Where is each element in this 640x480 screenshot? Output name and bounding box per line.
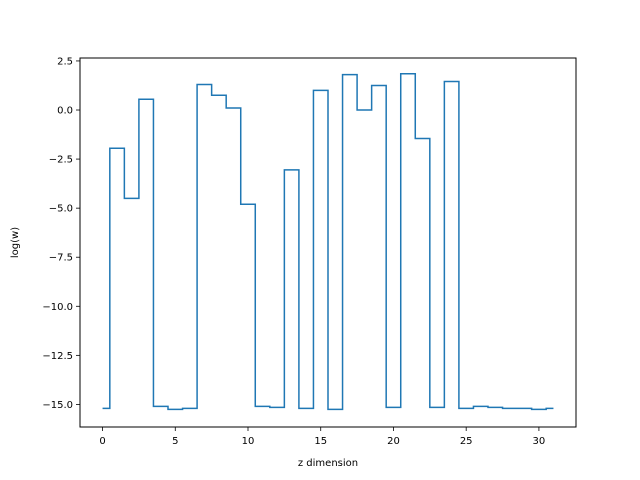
y-tick-label: 2.5 [57,56,73,67]
y-tick-label: −15.0 [42,400,73,411]
x-tick-label: 20 [387,436,400,447]
y-tick-label: −7.5 [49,253,73,264]
x-tick-label: 25 [460,436,473,447]
y-axis: 2.5 0.0 −2.5 −5.0 −7.5 −10.0 −12.5 −15.0 [42,56,80,411]
plot-area [102,72,554,411]
x-tick-label: 10 [242,436,255,447]
x-tick-label: 30 [533,436,546,447]
axes-frame [79,57,577,428]
x-tick-label: 0 [99,436,105,447]
y-tick-label: −10.0 [42,302,73,313]
x-tick-label: 5 [172,436,178,447]
x-axis-title: z dimension [298,458,358,469]
y-tick-label: −12.5 [42,351,73,362]
x-axis: 0 5 10 15 20 25 30 [99,427,545,447]
series-line-0 [102,72,554,411]
y-tick-label: 0.0 [57,106,73,117]
x-tick-label: 15 [314,436,327,447]
y-tick-label: −5.0 [49,204,73,215]
y-tick-label: −2.5 [49,155,73,166]
y-axis-title: log(w) [10,227,21,258]
